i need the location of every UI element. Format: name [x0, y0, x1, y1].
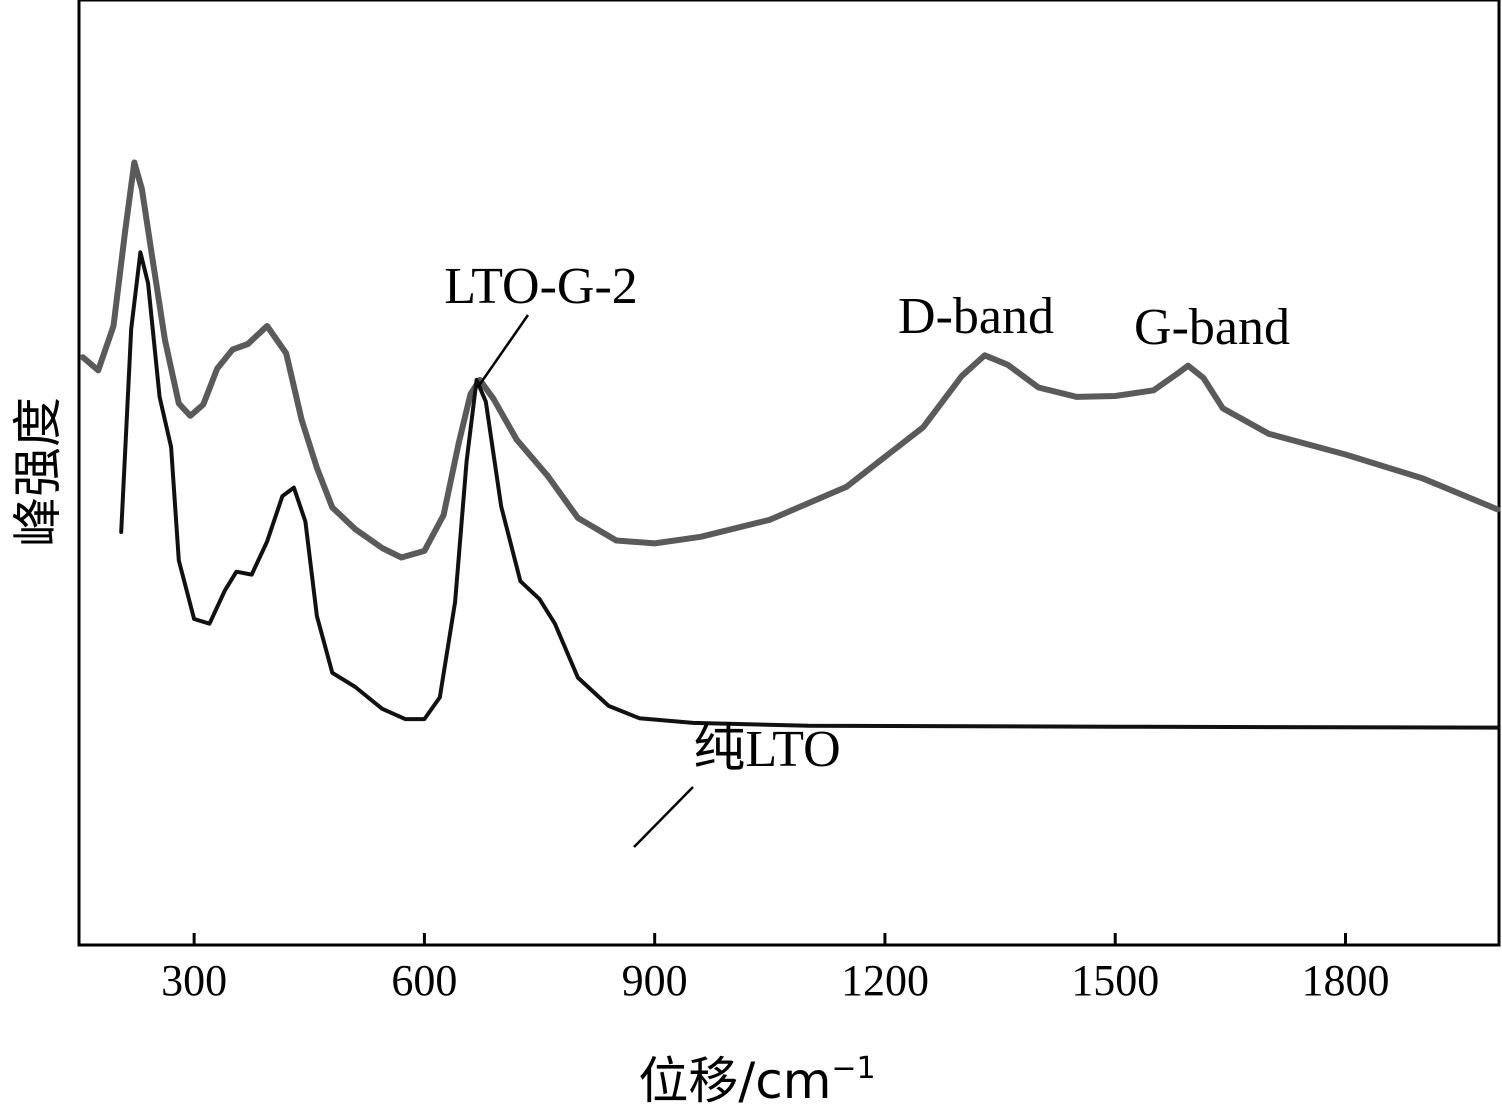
annotation-g-band: G-band	[1134, 299, 1290, 356]
x-tick-label: 1800	[1301, 956, 1389, 1005]
lto-g2-leader-line	[476, 314, 530, 388]
x-tick-label: 1500	[1071, 956, 1159, 1005]
x-tick-label: 1200	[841, 956, 929, 1005]
x-axis-title-main: 位移/cm	[638, 1052, 831, 1110]
x-tick-label: 600	[391, 956, 457, 1005]
x-tick-label: 900	[622, 956, 688, 1005]
x-tick-label: 300	[161, 956, 227, 1005]
series-line-lto-g2	[79, 159, 1501, 561]
annotation-d-band: D-band	[898, 288, 1054, 345]
x-axis-title: 位移/cm−1	[638, 1051, 875, 1110]
x-axis-ticks: 300 600 900 1200 1500 1800	[161, 933, 1389, 1005]
plot-frame	[77, 0, 1501, 947]
series-line-pure-lto	[119, 250, 1500, 730]
series-layer	[79, 159, 1501, 730]
pure-lto-leader-line	[633, 786, 694, 848]
y-axis-title: 峰强度	[9, 397, 67, 547]
annotation-lto-g2: LTO-G-2	[444, 258, 638, 315]
x-axis-title-superscript: −1	[831, 1051, 875, 1086]
annotation-pure-lto: 纯LTO	[693, 721, 840, 778]
